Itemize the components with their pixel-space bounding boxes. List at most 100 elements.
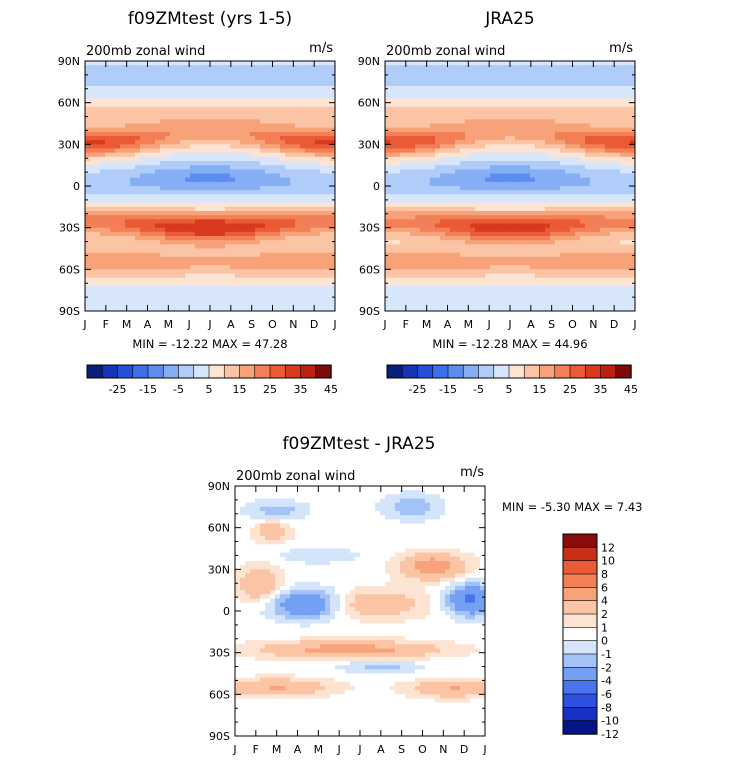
panel-model-cell [170, 277, 176, 283]
panel-model-cell [250, 206, 256, 212]
panel-model-cell [110, 190, 116, 195]
panel-obs-cell [490, 194, 496, 200]
panel-model-cell [265, 298, 271, 304]
panel-model-cell [95, 281, 101, 287]
panel-model-cell [310, 302, 316, 308]
panel-model-cell [315, 86, 321, 91]
panel-model-cell [240, 223, 246, 229]
panel-obs-cell [615, 81, 621, 87]
panel-obs-cell [520, 148, 526, 154]
panel-model-cell [190, 173, 196, 179]
panel-model-cell [280, 281, 286, 287]
panel-model-cell [245, 202, 251, 208]
panel-obs-cell [440, 69, 446, 75]
panel-obs-cell [515, 94, 521, 100]
panel-model-cell [220, 94, 226, 100]
panel-model-cell [150, 306, 156, 311]
panel-model-cell [305, 223, 311, 229]
panel-obs-cell [530, 111, 536, 116]
panel-model-cell [330, 123, 335, 129]
panel-model-cell [160, 73, 166, 79]
panel-obs-cell [425, 123, 431, 129]
panel-model-cell [285, 144, 291, 150]
panel-model-cell [195, 111, 201, 116]
panel-obs-cell [475, 102, 481, 108]
panel-model-cell [155, 127, 161, 133]
panel-model-cell [235, 144, 241, 150]
panel-obs-cell [465, 194, 471, 200]
panel-obs-cell [440, 136, 446, 141]
panel-model-cell [275, 69, 281, 75]
panel-model-cell [175, 244, 181, 250]
panel-obs-cell [505, 206, 511, 212]
panel-obs-cell [445, 161, 451, 166]
panel-model-cell [175, 144, 181, 150]
panel-model-cell [330, 227, 335, 233]
panel-model-cell [145, 111, 151, 116]
panel-model-cell [130, 127, 136, 133]
panel-model-cell [275, 165, 281, 170]
panel-obs-cell [580, 148, 586, 154]
panel-model-cell [295, 144, 301, 150]
panel-obs-cell [570, 181, 576, 187]
panel-obs-cell [605, 123, 611, 129]
panel-model-cell [275, 306, 281, 311]
panel-model-cell [240, 261, 246, 266]
panel-obs-cell [580, 177, 586, 183]
panel-model-cell [290, 231, 296, 237]
panel-model-cell [300, 173, 306, 179]
panel-model-cell [195, 173, 201, 179]
panel-obs-cell [395, 186, 401, 191]
panel-obs-cell [470, 148, 476, 154]
panel-model-cell [330, 290, 335, 295]
panel-model-cell [175, 102, 181, 108]
panel-model-cell [230, 248, 236, 254]
panel-model-cell [200, 61, 206, 66]
panel-model-cell [90, 306, 96, 311]
panel-model-cell [180, 115, 186, 120]
panel-model-cell [315, 294, 321, 300]
panel-obs-cell [605, 177, 611, 183]
panel-obs-cell [490, 140, 496, 145]
panel-obs-cell [515, 202, 521, 208]
panel-model-cell [275, 119, 281, 125]
panel-model-cell [215, 98, 221, 104]
panel-model-cell [130, 227, 136, 233]
panel-model-cell [210, 248, 216, 254]
panel-obs-cell [555, 102, 561, 108]
panel-model-colorbar-label: 15 [233, 383, 247, 396]
panel-obs-cell [475, 123, 481, 129]
panel-model-cell [115, 148, 121, 154]
panel-obs-cell [540, 161, 546, 166]
panel-obs-cell [610, 194, 616, 200]
panel-model-cell [325, 261, 331, 266]
panel-obs-cell [595, 94, 601, 100]
panel-obs-cell [550, 152, 556, 158]
panel-model-cell [120, 256, 126, 262]
panel-model-cell [200, 77, 206, 83]
panel-model-cell [120, 223, 126, 229]
panel-model-cell [145, 223, 151, 229]
panel-model-cell [145, 236, 151, 241]
panel-model-cell [250, 265, 256, 270]
panel-model-cell [285, 161, 291, 166]
panel-model-cell [200, 252, 206, 258]
panel-obs-cell [415, 119, 421, 125]
panel-obs-cell [535, 90, 541, 95]
panel-model-cell [100, 136, 106, 141]
panel-model-cell [315, 131, 321, 137]
panel-obs-cell [570, 65, 576, 70]
panel-model-cell [320, 148, 326, 154]
panel-model-cell [165, 169, 171, 175]
panel-model-cell [220, 211, 226, 216]
panel-obs-cell [490, 106, 496, 112]
panel-model-cell [110, 123, 116, 129]
panel-obs-cell [570, 156, 576, 162]
panel-obs-cell [490, 90, 496, 95]
panel-obs-cell [540, 127, 546, 133]
panel-model-cell [235, 256, 241, 262]
panel-model-cell [255, 261, 261, 266]
panel-obs-cell [500, 190, 506, 195]
panel-model-cell [315, 81, 321, 87]
panel-model-cell [85, 306, 91, 311]
